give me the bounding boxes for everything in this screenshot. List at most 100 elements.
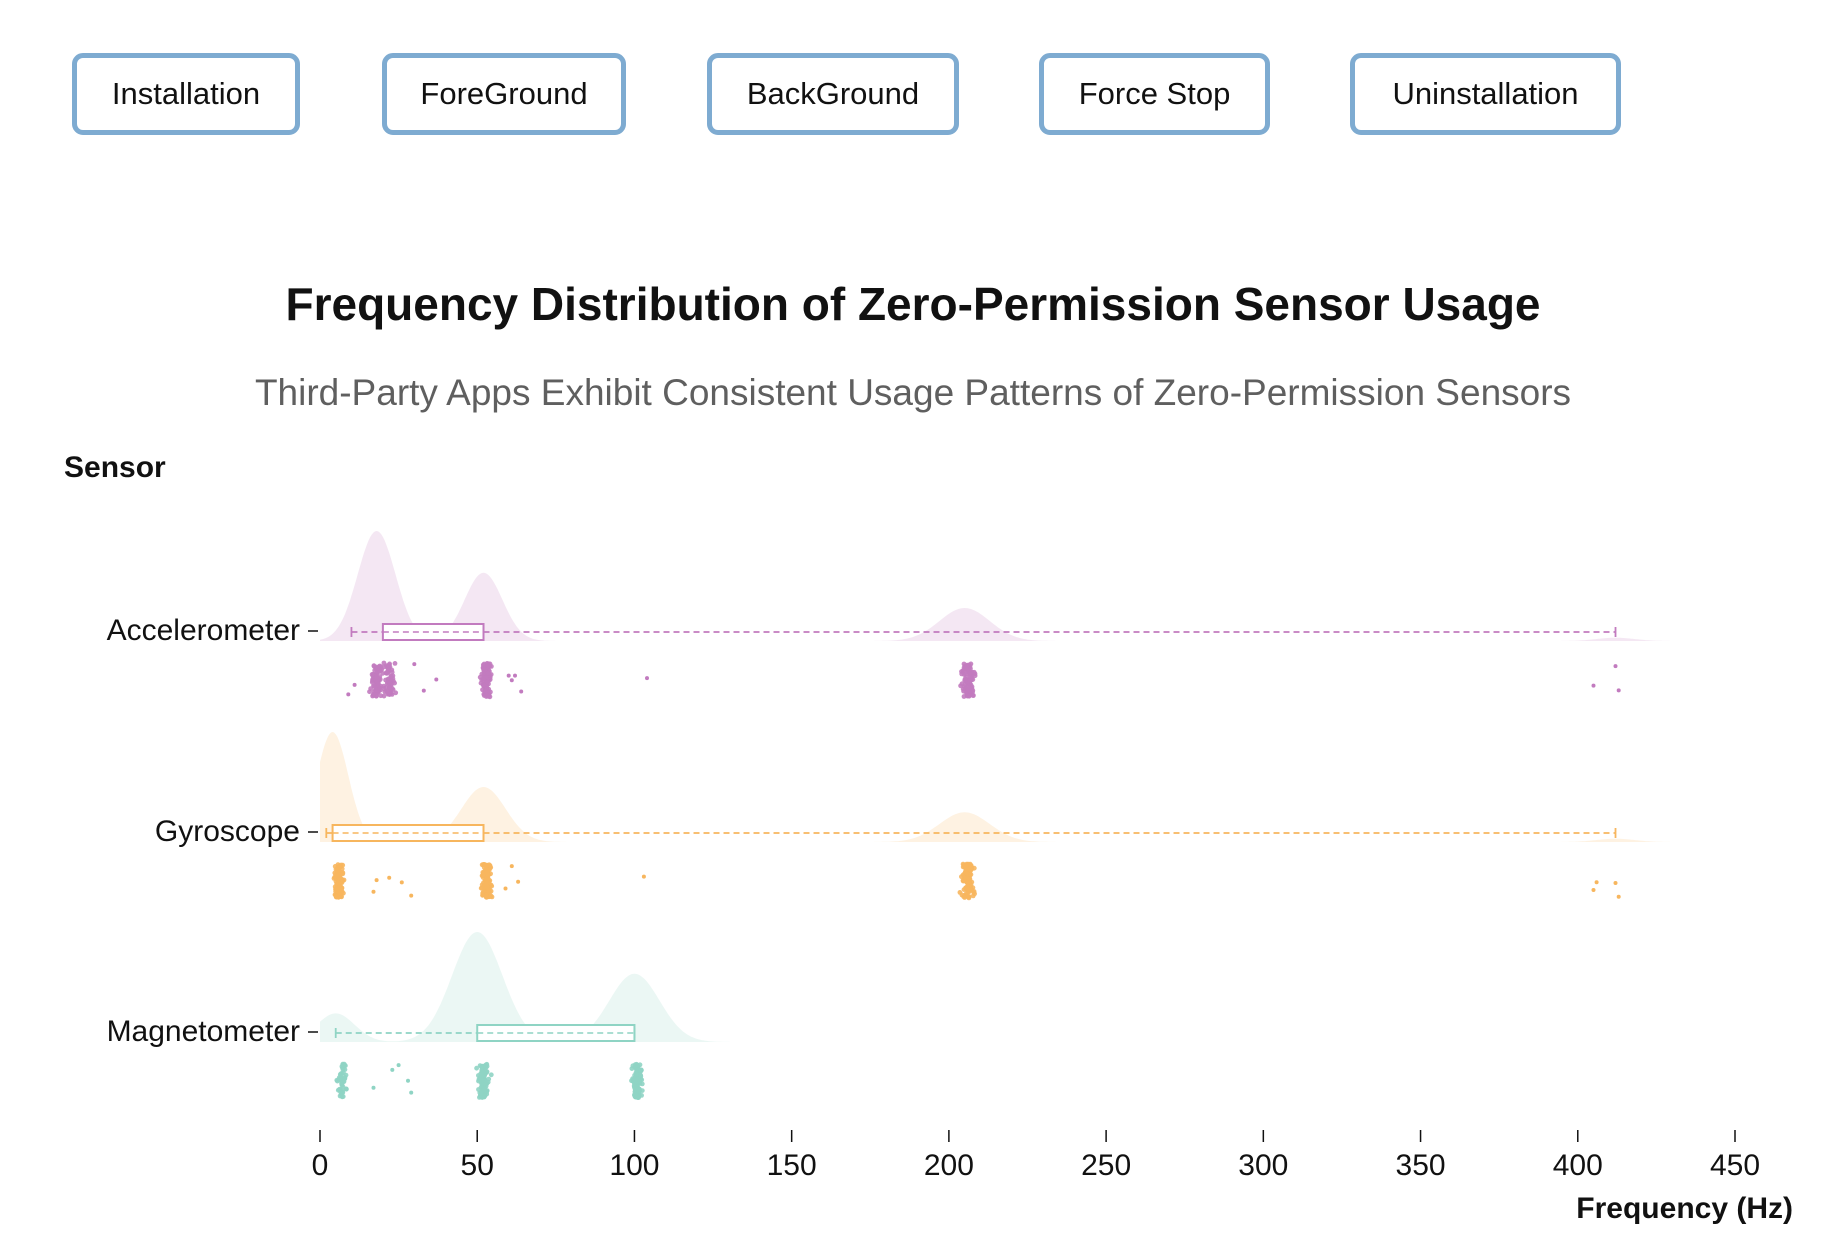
data-point [966,894,972,899]
x-tick-label: 450 [1710,1149,1760,1182]
series-accelerometer: Accelerometer [107,531,1673,700]
outlier-point [421,688,426,693]
foreground-button[interactable]: ForeGround [382,53,626,135]
data-point [337,890,342,896]
data-point [965,693,971,699]
data-point [960,861,966,867]
data-point [371,663,377,669]
data-point [482,1093,487,1099]
outlier-point [645,676,649,681]
data-point [961,894,966,899]
data-point [479,1073,485,1078]
data-point [480,676,486,682]
x-tick-label: 200 [924,1149,974,1182]
series-magnetometer: Magnetometer [107,932,1673,1100]
data-point [381,693,387,699]
data-point [970,693,976,698]
chart-title: Frequency Distribution of Zero-Permissio… [285,278,1540,330]
x-axis: 0 50 100 150 200 250 300 350 400 450 [312,1130,1760,1182]
outlier-point [434,677,439,682]
data-point [476,1087,481,1092]
density-cloud [320,932,1673,1042]
outlier-point [509,678,514,683]
x-tick-label: 300 [1238,1149,1288,1182]
outlier-point [519,689,524,694]
outlier-point [346,692,351,697]
outlier-point [503,886,508,891]
data-point [481,889,486,895]
uninstallation-button[interactable]: Uninstallation [1350,53,1621,135]
data-point [342,1076,348,1082]
x-tick-label: 100 [609,1149,659,1182]
data-point [482,688,488,694]
data-point [963,677,968,683]
data-point [332,864,338,869]
data-point [488,689,493,695]
data-point [477,1063,483,1068]
data-point [486,693,491,699]
data-point [970,688,976,693]
data-point [483,1062,489,1068]
background-button[interactable]: BackGround [707,53,959,135]
outlier-point [387,875,392,880]
data-point [335,881,341,886]
installation-button[interactable]: Installation [72,53,300,135]
data-point [968,661,974,667]
outlier-point [1616,688,1621,693]
x-axis-label: Frequency (Hz) [1576,1192,1793,1225]
outlier-point [390,1067,395,1072]
x-tick-label: 50 [461,1149,494,1182]
data-point [484,883,490,889]
outlier-point [409,893,414,898]
data-point [483,892,489,898]
data-point [377,685,383,691]
data-point [967,671,972,676]
data-point [384,663,389,668]
outlier-point [506,673,511,678]
data-point [967,677,972,683]
data-point [632,1078,638,1083]
data-point [966,880,972,885]
x-tick-label: 150 [767,1149,817,1182]
data-point [963,867,969,873]
outlier-point [1616,894,1621,899]
data-point [374,674,379,680]
data-point [369,679,375,685]
data-point [630,1063,636,1069]
data-point [339,1064,345,1069]
data-point [389,674,394,679]
data-point [957,890,963,895]
outlier-point [374,878,379,883]
data-point [489,883,495,889]
data-point [638,1072,643,1078]
outlier-point [412,662,417,667]
x-tick-label: 250 [1081,1149,1131,1182]
outlier-point [513,673,517,678]
data-point [485,679,490,685]
data-point [485,663,491,669]
data-point [387,680,392,686]
data-point [634,1071,640,1077]
outlier-point [409,1090,414,1095]
data-point [964,663,970,669]
outlier-point [516,879,521,884]
outlier-point [406,1078,410,1083]
data-point [635,1062,640,1068]
x-tick-label: 0 [312,1149,329,1182]
data-point [374,666,380,671]
outlier-point [1613,664,1618,669]
data-point [969,887,974,893]
y-tick-label: Accelerometer [107,614,300,647]
data-point [966,686,971,692]
data-point [483,867,489,872]
data-point [474,1065,479,1071]
data-point [959,671,965,677]
data-point [344,1086,349,1092]
data-point [485,880,491,885]
outlier-point [1591,888,1596,892]
density-cloud [320,531,1673,641]
data-point [639,1067,644,1073]
force-stop-button[interactable]: Force Stop [1039,53,1270,135]
toolbar: Installation ForeGround BackGround Force… [0,0,1826,160]
